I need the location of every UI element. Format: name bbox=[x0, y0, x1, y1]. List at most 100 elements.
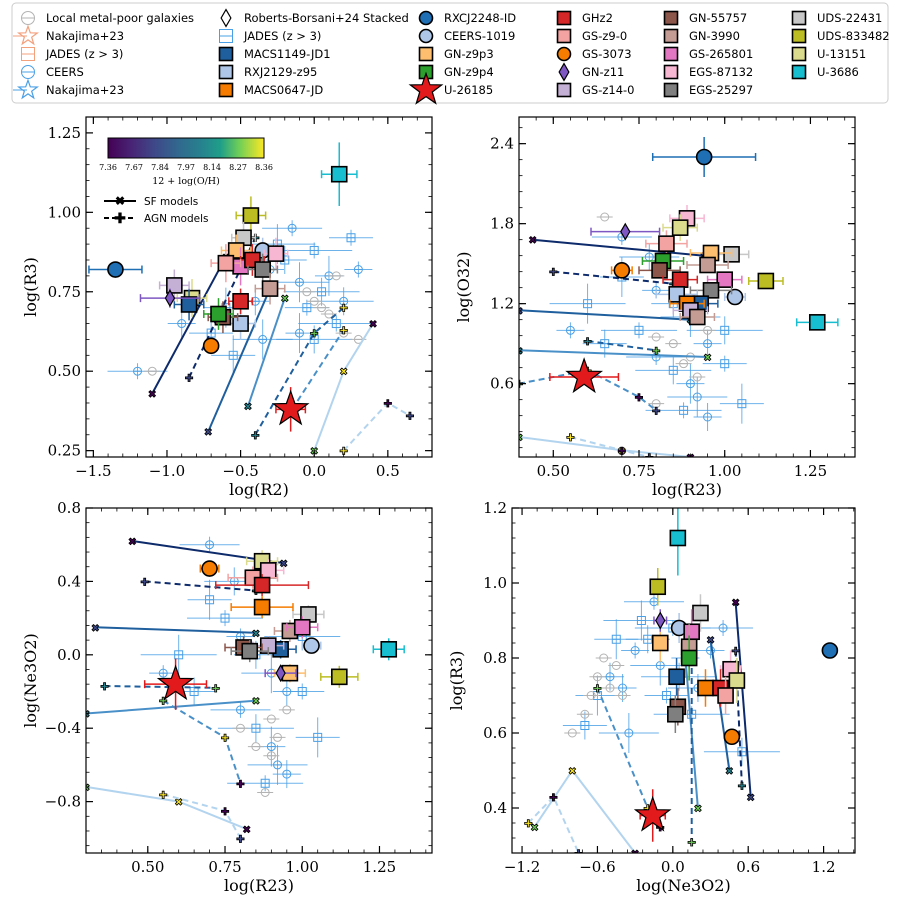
sf-marker-icon: ✖ bbox=[115, 194, 125, 208]
colorbar-tick: 7.84 bbox=[151, 163, 169, 172]
agn-model-marker: ✚ bbox=[221, 807, 230, 818]
sf-model-line bbox=[519, 349, 708, 358]
comparison-point bbox=[644, 687, 689, 704]
sf-model-line bbox=[519, 309, 691, 321]
data-marker bbox=[658, 235, 675, 252]
agn-model-marker: ✚ bbox=[251, 431, 260, 442]
local-galaxy-point bbox=[298, 287, 315, 297]
legend-marker bbox=[16, 24, 40, 46]
named-point-gs-3073 bbox=[723, 728, 741, 746]
named-point-u-26185 bbox=[633, 789, 672, 842]
legend-marker bbox=[218, 46, 234, 62]
comparison-point bbox=[598, 713, 659, 753]
data-marker bbox=[671, 219, 689, 236]
legend-label: GHz2 bbox=[582, 11, 613, 25]
named-point-gs-265801 bbox=[706, 271, 743, 288]
legend-label: GN-55757 bbox=[689, 11, 747, 25]
agn-model-marker: ✚ bbox=[339, 326, 348, 337]
local-galaxy-point bbox=[675, 359, 692, 369]
local-galaxy-point bbox=[595, 653, 612, 663]
local-galaxy-point bbox=[263, 714, 280, 724]
legend-entry: GHz2 bbox=[556, 10, 613, 26]
data-marker bbox=[726, 288, 744, 306]
local-galaxy-point bbox=[306, 296, 323, 306]
named-point-macs0647-jd bbox=[697, 669, 714, 707]
agn-model-marker: ✚ bbox=[738, 782, 747, 793]
y-axis-label: log(Ne3O2) bbox=[21, 633, 40, 727]
panel-ne3o2-vs-r23: ✖✖✖✖✖✖✖✖✖✚✚✚✚✚✚✚✚✚✚0.500.751.001.25−0.8−… bbox=[21, 499, 433, 895]
comparison-point bbox=[693, 403, 722, 431]
data-marker bbox=[210, 305, 227, 323]
legend-label: MACS1149-JD1 bbox=[244, 47, 331, 61]
agn-model-track: ✚ ✚ ✚ bbox=[251, 303, 349, 442]
y-axis-label: log(R3) bbox=[447, 651, 466, 711]
legend-entry: JADES (z > 3) bbox=[21, 47, 123, 61]
named-point-u-3686 bbox=[795, 314, 839, 331]
plot-area: ✖✖✖✖✖✖✖✖✖✚✚✚✚✚✚✚✚✚✚ bbox=[524, 508, 839, 860]
legend-label: GS-z9-0 bbox=[582, 29, 627, 43]
named-point-uds-833482 bbox=[320, 665, 359, 688]
legend-marker bbox=[556, 46, 572, 62]
data-marker bbox=[303, 637, 320, 654]
x-tick-label: 0.75 bbox=[622, 462, 655, 480]
local-galaxy-point bbox=[144, 366, 161, 376]
agn-model-track: ✚ ✚ ✚ bbox=[159, 696, 246, 790]
comparison-point bbox=[603, 600, 680, 641]
x-tick-label: 0.0 bbox=[302, 462, 326, 480]
legend-entry: GS-265801 bbox=[663, 46, 753, 62]
sf-model-marker: ✖ bbox=[530, 823, 538, 834]
named-point-gn-z9p4 bbox=[680, 635, 698, 681]
agn-model-line bbox=[162, 793, 242, 839]
agn-model-track: ✚ ✚ ✚ bbox=[566, 433, 654, 457]
local-galaxy-point bbox=[596, 212, 613, 222]
panel-r3-vs-ne3o2: ✖✖✖✖✖✖✖✖✖✚✚✚✚✚✚✚✚✚✚−1.2−0.60.00.61.20.40… bbox=[447, 499, 856, 895]
axes-frame bbox=[85, 507, 433, 854]
named-point-gn-3990 bbox=[686, 256, 729, 274]
named-point-uds-833482 bbox=[649, 568, 667, 606]
named-point-egs-25297 bbox=[247, 253, 279, 286]
legend-label: GN-3990 bbox=[689, 29, 740, 43]
data-marker bbox=[688, 308, 706, 326]
sf-model-marker: ✖ bbox=[281, 294, 289, 305]
legend-entry: RXJ2129-z95 bbox=[218, 64, 317, 80]
legend-marker bbox=[791, 64, 807, 80]
named-point-ceers-1019 bbox=[723, 288, 747, 306]
legend-label: U-26185 bbox=[444, 83, 493, 97]
data-marker bbox=[164, 289, 176, 308]
named-point-macs1149-jd1 bbox=[668, 658, 685, 696]
named-point-uds-22431 bbox=[692, 594, 709, 632]
sf-model-track: ✖✖✖ bbox=[310, 319, 378, 457]
comparison-point bbox=[217, 714, 294, 743]
sf-model-marker: ✖ bbox=[128, 537, 136, 548]
local-galaxy-point bbox=[648, 399, 665, 409]
named-point-uds-833482 bbox=[747, 272, 784, 290]
agn-model-track: ✚✚ bbox=[140, 577, 261, 598]
named-point-u-26185 bbox=[143, 658, 208, 710]
y-tick-label: 1.00 bbox=[48, 203, 81, 221]
data-marker bbox=[620, 222, 631, 241]
legend-marker bbox=[663, 10, 679, 26]
sf-model-marker: ✖ bbox=[529, 236, 537, 247]
sf-model-track: ✖✖ bbox=[86, 696, 260, 721]
legend-label: Nakajima+23 bbox=[46, 29, 124, 43]
data-marker bbox=[271, 389, 310, 426]
y-tick-label: 0.8 bbox=[57, 499, 81, 517]
agn-model-line bbox=[570, 436, 650, 457]
sf-model-line bbox=[86, 785, 247, 831]
sf-model-track: ✖✖ bbox=[731, 598, 755, 804]
data-marker bbox=[217, 254, 235, 272]
legend-marker bbox=[418, 46, 434, 62]
data-marker bbox=[241, 642, 259, 660]
axes-frame bbox=[518, 116, 856, 458]
data-marker bbox=[667, 705, 684, 723]
named-point-ghz2 bbox=[215, 574, 310, 597]
colorbar-gradient bbox=[107, 137, 265, 159]
legend-entry: GN-z9p3 bbox=[418, 46, 494, 62]
sf-model-marker: ✖ bbox=[631, 849, 639, 860]
legend-entry: GN-55757 bbox=[663, 10, 747, 26]
agn-model-marker: ✚ bbox=[100, 682, 109, 693]
named-point-gs-3073 bbox=[610, 262, 633, 279]
legend-entry: EGS-25297 bbox=[663, 82, 753, 98]
data-marker bbox=[331, 668, 348, 686]
